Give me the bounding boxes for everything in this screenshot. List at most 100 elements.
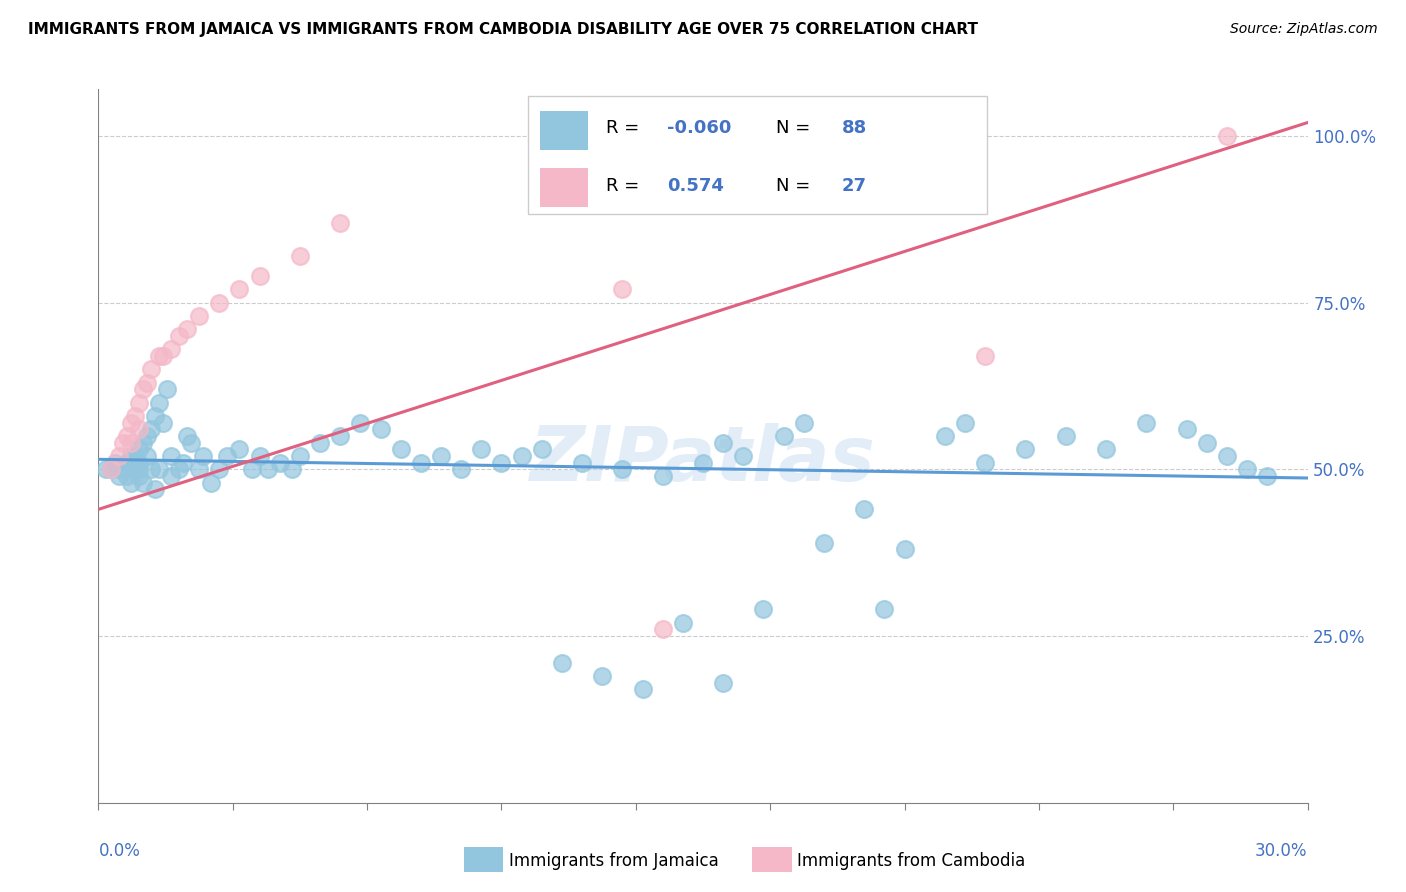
Point	[128, 442, 150, 457]
Text: -0.060: -0.060	[666, 120, 731, 137]
Point	[591, 669, 613, 683]
Point	[409, 456, 432, 470]
Point	[1256, 469, 1278, 483]
Point	[143, 409, 166, 423]
Point	[813, 535, 835, 549]
Text: IMMIGRANTS FROM JAMAICA VS IMMIGRANTS FROM CAMBODIA DISABILITY AGE OVER 75 CORRE: IMMIGRANTS FROM JAMAICA VS IMMIGRANTS FR…	[28, 22, 979, 37]
Point	[329, 216, 352, 230]
Point	[107, 462, 129, 476]
Point	[120, 449, 142, 463]
Point	[893, 542, 915, 557]
Point	[228, 282, 250, 296]
Point	[631, 682, 654, 697]
Point	[256, 462, 278, 476]
Point	[139, 362, 162, 376]
Point	[152, 349, 174, 363]
Point	[309, 435, 332, 450]
Point	[180, 435, 202, 450]
Point	[349, 416, 371, 430]
Point	[772, 429, 794, 443]
Point	[120, 416, 142, 430]
Point	[120, 475, 142, 490]
Text: R =: R =	[606, 177, 645, 194]
Text: Source: ZipAtlas.com: Source: ZipAtlas.com	[1230, 22, 1378, 37]
Point	[172, 456, 194, 470]
Point	[132, 435, 155, 450]
Text: 30.0%: 30.0%	[1256, 842, 1308, 860]
Point	[128, 456, 150, 470]
Point	[389, 442, 412, 457]
Point	[128, 422, 150, 436]
Point	[148, 395, 170, 409]
Text: Immigrants from Cambodia: Immigrants from Cambodia	[797, 852, 1025, 870]
Point	[672, 615, 695, 630]
Point	[115, 456, 138, 470]
Point	[124, 449, 146, 463]
Point	[612, 462, 634, 476]
Point	[551, 656, 574, 670]
Point	[139, 462, 162, 476]
Point	[160, 449, 183, 463]
Point	[974, 349, 997, 363]
Point	[873, 602, 896, 616]
Point	[160, 469, 183, 483]
Point	[176, 322, 198, 336]
Text: ZIPatlas: ZIPatlas	[530, 424, 876, 497]
Point	[430, 449, 453, 463]
Point	[156, 382, 179, 396]
Point	[208, 462, 231, 476]
Text: 0.0%: 0.0%	[98, 842, 141, 860]
Point	[176, 429, 198, 443]
Text: N =: N =	[776, 177, 815, 194]
Point	[1175, 422, 1198, 436]
Point	[281, 462, 304, 476]
Point	[107, 469, 129, 483]
Point	[100, 462, 122, 476]
Point	[128, 462, 150, 476]
Point	[612, 282, 634, 296]
Point	[450, 462, 472, 476]
Point	[111, 462, 134, 476]
Point	[193, 449, 215, 463]
Point	[152, 416, 174, 430]
Point	[793, 416, 815, 430]
Point	[370, 422, 392, 436]
Point	[974, 456, 997, 470]
Point	[752, 602, 775, 616]
Point	[853, 502, 876, 516]
Point	[288, 249, 311, 263]
Point	[135, 376, 157, 390]
Point	[651, 469, 673, 483]
Point	[200, 475, 222, 490]
Text: N =: N =	[776, 120, 815, 137]
Point	[208, 295, 231, 310]
Point	[132, 382, 155, 396]
Point	[651, 623, 673, 637]
Point	[571, 456, 593, 470]
Point	[100, 462, 122, 476]
Point	[934, 429, 956, 443]
Point	[217, 449, 239, 463]
Point	[160, 343, 183, 357]
Point	[188, 309, 211, 323]
Text: 0.574: 0.574	[666, 177, 724, 194]
Point	[128, 469, 150, 483]
Point	[120, 435, 142, 450]
Point	[1054, 429, 1077, 443]
Point	[470, 442, 492, 457]
Point	[107, 449, 129, 463]
Bar	[540, 111, 588, 150]
Point	[249, 449, 271, 463]
Point	[111, 435, 134, 450]
Point	[491, 456, 513, 470]
Point	[124, 409, 146, 423]
Point	[1236, 462, 1258, 476]
Point	[115, 469, 138, 483]
Point	[1195, 435, 1218, 450]
Point	[188, 462, 211, 476]
Point	[692, 456, 714, 470]
Point	[1135, 416, 1157, 430]
Point	[1216, 128, 1239, 143]
Point	[953, 416, 976, 430]
Point	[124, 462, 146, 476]
